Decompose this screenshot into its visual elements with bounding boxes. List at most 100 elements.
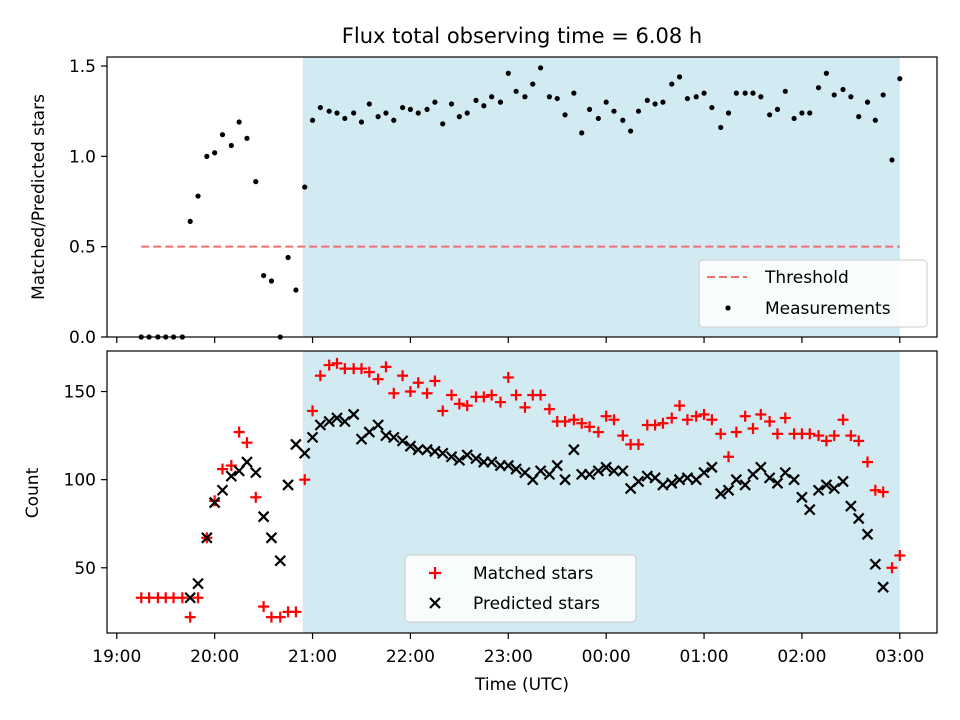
measurement-point (522, 94, 528, 100)
predicted-star-point (257, 510, 270, 523)
predicted-star-point (510, 463, 522, 475)
predicted-star-point (861, 528, 874, 541)
x-tick-label: 02:00 (777, 647, 826, 667)
matched-star-point (216, 463, 228, 475)
predicted-star-point (502, 459, 515, 472)
predicted-star-point (869, 558, 882, 571)
bottom-y-ticks: 50 100 150 (64, 383, 107, 579)
predicted-star-point (583, 468, 596, 481)
matched-star-point (894, 549, 906, 561)
top-axes-frame (106, 56, 938, 338)
top-y-axis-label: Matched/Predicted stars (29, 94, 49, 300)
predicted-star-point (771, 477, 784, 489)
x-tick-label: 21:00 (288, 647, 337, 667)
measurement-point (415, 110, 421, 116)
predicted-star-point (763, 472, 776, 484)
matched-star-point (828, 430, 840, 442)
measurement-point (399, 104, 406, 111)
measurement-point (253, 179, 259, 185)
matched-star-point (429, 375, 441, 387)
measurement-point (571, 90, 577, 96)
y-tick-label: 1.0 (69, 147, 96, 167)
measurement-point (489, 94, 495, 100)
measurement-point (579, 130, 585, 136)
measurement-point (473, 97, 479, 103)
top-x-ticks (116, 337, 901, 343)
predicted-star-point (665, 477, 678, 489)
x-tick-label: 20:00 (190, 647, 239, 667)
predicted-star-point (470, 452, 482, 465)
measurement-point (880, 92, 886, 98)
y-tick-label: 0.0 (69, 328, 96, 348)
legend-threshold-label: Threshold (764, 268, 849, 288)
measurement-point (611, 108, 617, 114)
predicted-star-point (617, 465, 629, 477)
measurement-point (261, 272, 267, 279)
measurement-point (750, 90, 756, 96)
matched-star-point (421, 387, 433, 399)
matched-star-point (241, 437, 253, 449)
matched-star-point (764, 416, 776, 427)
measurement-point (456, 114, 462, 120)
measurement-point (358, 119, 365, 125)
measurement-point (375, 114, 381, 120)
matched-star-point (331, 357, 343, 369)
predicted-star-point (828, 482, 841, 495)
measurement-point (464, 110, 470, 116)
measurements-points (138, 65, 903, 340)
matched-star-point (747, 423, 759, 435)
matched-star-point (706, 414, 718, 426)
predicted-star-point (852, 512, 865, 525)
measurement-point (848, 94, 854, 100)
predicted-star-point (485, 456, 498, 468)
matched-star-point (494, 396, 506, 408)
predicted-star-point (445, 450, 458, 463)
measurement-point (872, 117, 878, 123)
measurement-point (513, 88, 519, 94)
matched-star-point (380, 361, 392, 373)
legend-measurements-label: Measurements (765, 299, 891, 319)
matched-star-point (446, 389, 458, 401)
predicted-star-point (820, 479, 833, 491)
matched-star-point (853, 435, 865, 447)
predicted-star-point (877, 581, 889, 593)
measurement-point (546, 94, 553, 100)
matched-star-point (559, 416, 571, 427)
matched-star-point (869, 484, 881, 496)
bottom-panel: 50 100 150 19:00 20:00 21:00 22:00 23:00 00:00 0… (23, 350, 938, 695)
predicted-star-point (706, 461, 718, 474)
matched-star-point (184, 611, 196, 623)
x-tick-label: 00:00 (582, 647, 631, 667)
measurement-point (791, 115, 797, 122)
predicted-star-point (306, 431, 319, 444)
top-legend: Threshold Measurements (698, 259, 928, 328)
x-tick-label: 01:00 (680, 647, 729, 667)
measurement-point (758, 94, 764, 100)
predicted-star-point (184, 591, 196, 604)
matched-star-point (657, 417, 669, 429)
measurement-point (562, 112, 568, 118)
matched-star-point (478, 391, 490, 403)
x-tick-label: 23:00 (484, 647, 533, 667)
measurement-point (342, 115, 348, 122)
predicted-star-point (632, 475, 645, 488)
measurement-point (326, 108, 332, 114)
matched-star-point (771, 428, 783, 440)
matched-star-point (730, 426, 742, 438)
predicted-stars-points (184, 408, 889, 604)
matched-star-point (755, 408, 767, 420)
predicted-star-point (568, 443, 580, 456)
predicted-star-point (298, 447, 311, 460)
measurement-point (187, 218, 193, 224)
matched-star-point (250, 491, 262, 503)
matched-star-point (877, 486, 889, 498)
predicted-star-point (796, 491, 808, 504)
predicted-star-point (755, 461, 767, 474)
measurement-point (351, 110, 357, 116)
measurement-point (505, 70, 511, 76)
measurement-point (440, 121, 446, 127)
measurement-point (799, 110, 805, 116)
predicted-star-point (290, 438, 302, 451)
predicted-star-point (722, 484, 735, 497)
